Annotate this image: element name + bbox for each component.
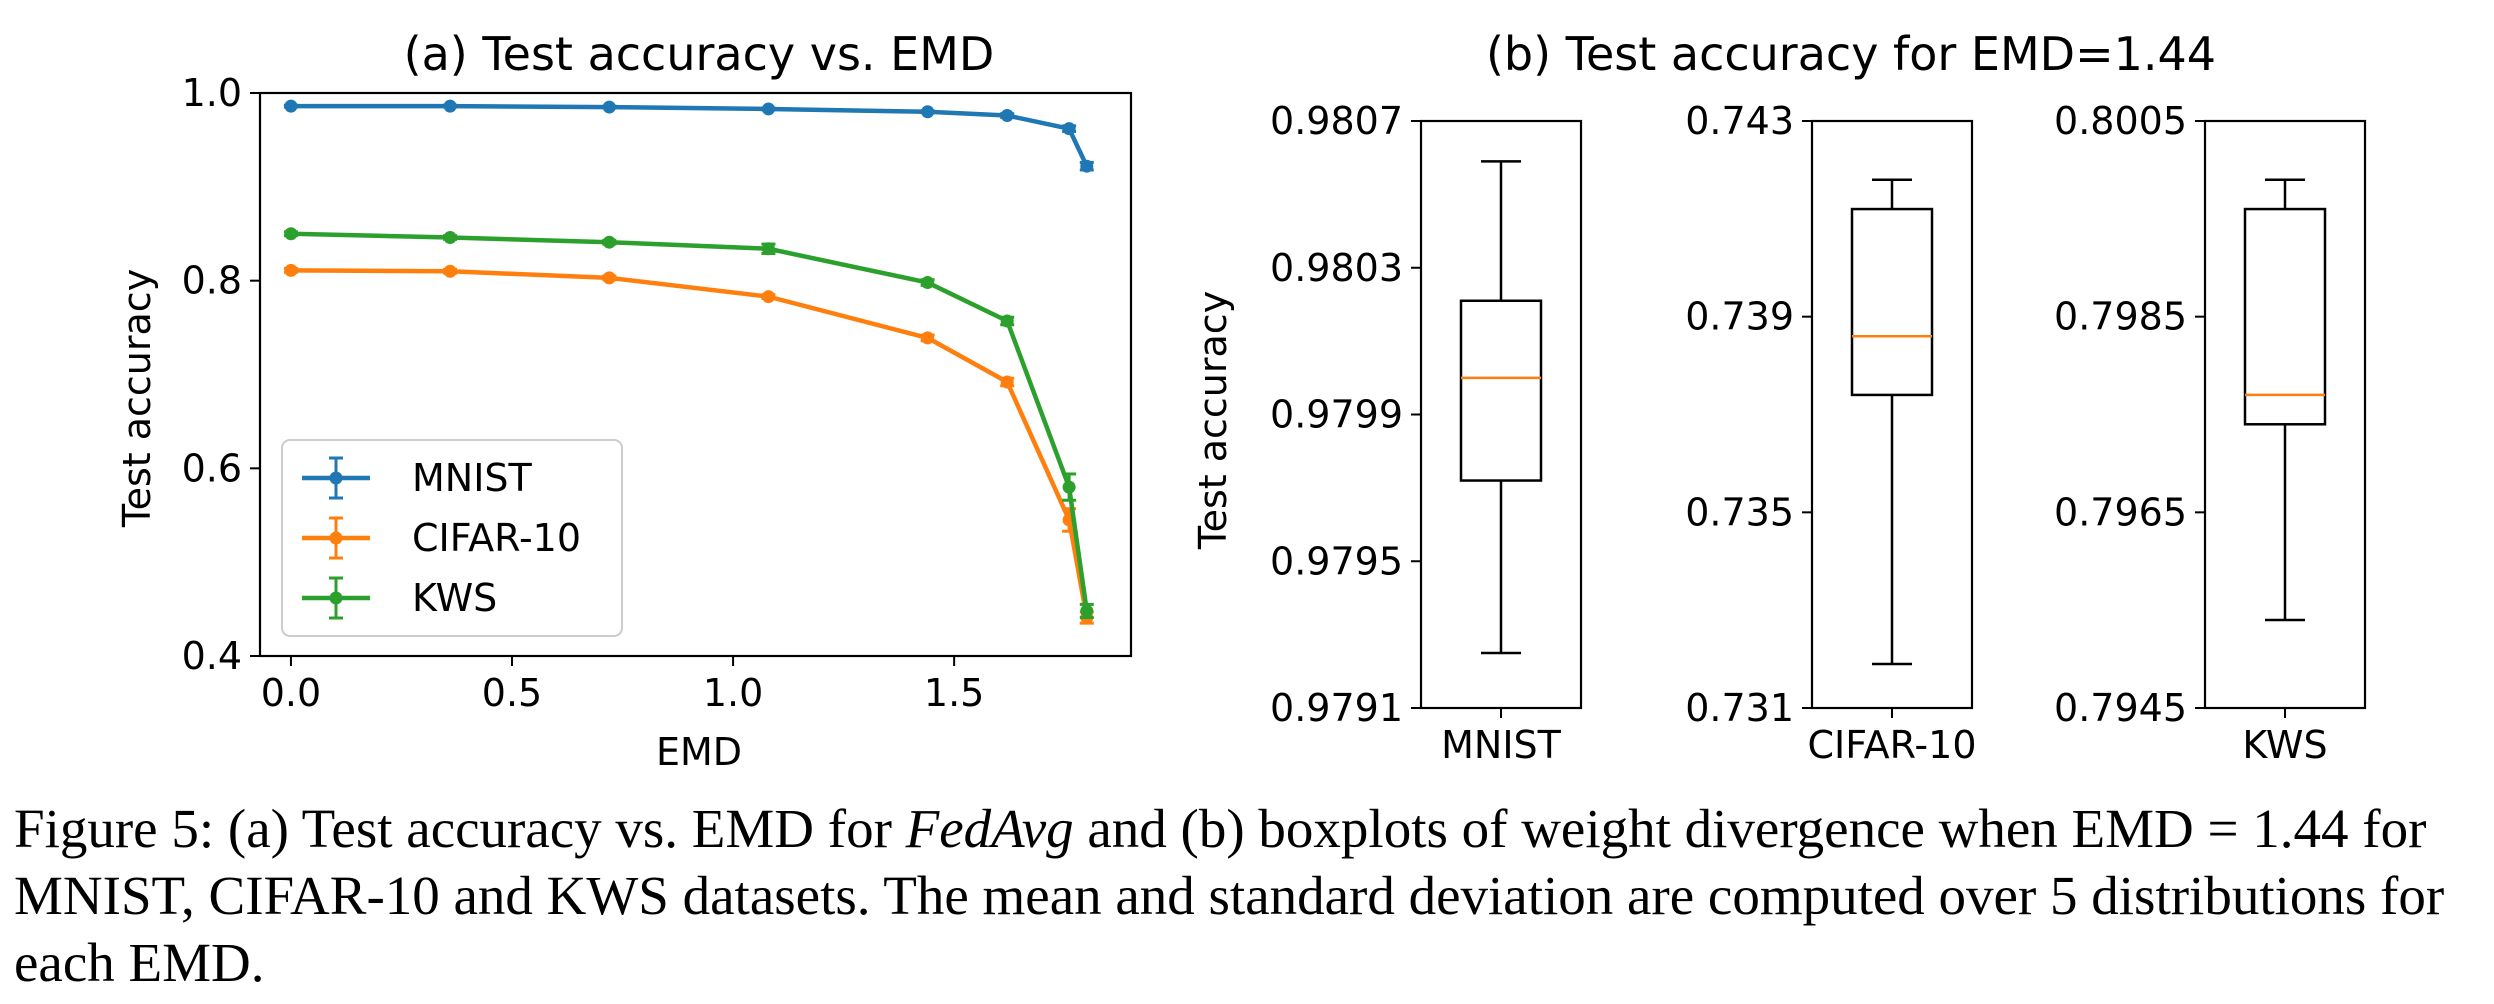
boxplot-box [1850,207,1934,397]
boxplot-category-label: CIFAR-10 [1807,723,1976,767]
chart-a-point [602,100,616,114]
boxplot-y-tick-label: 0.9799 [1270,393,1403,437]
chart-a-point [1000,109,1014,123]
chart-a-point [284,99,298,113]
chart-a-x-tick-label: 1.0 [703,671,763,715]
chart-b-boxplots: 0.9791 0.9795 0.9799 0.9803 0.9807 MNIST 0.731… [1270,99,2367,767]
boxplot-y-tick-label: 0.7985 [2054,295,2187,339]
chart-b-y-axis-label: Test accuracy [1191,291,1235,550]
chart-a-point [1080,159,1094,173]
chart-a-title: (a) Test accuracy vs. EMD [404,27,995,81]
chart-a-point [1000,375,1014,389]
chart-a-legend-marker [329,471,343,485]
chart-a-point [284,263,298,277]
boxplot-y-tick-label: 0.743 [1685,99,1794,143]
boxplot-y-tick-label: 0.9803 [1270,246,1403,290]
chart-a-point [1062,480,1076,494]
chart-a-y-tick-label: 0.4 [182,634,242,678]
chart-a-point [761,290,775,304]
chart-a-x-tick-label: 1.5 [924,671,984,715]
boxplot-category-label: MNIST [1441,723,1562,767]
boxplot-box [2243,207,2327,426]
chart-a-point [1080,604,1094,618]
chart-a-y-tick-label: 0.8 [182,259,242,303]
boxplot-y-tick-label: 0.739 [1685,295,1794,339]
chart-a-line-cifar-10 [290,268,1090,618]
boxplot-y-tick-label: 0.7965 [2054,490,2187,534]
chart-a-point [1000,314,1014,328]
boxplot-category-label: KWS [2242,723,2327,767]
chart-a-plot: 0.0 0.5 1.0 1.5 0.4 0.6 0.8 1.0 MNIST CIFAR-10 KWS [182,71,1133,715]
caption-text-1: Figure 5: (a) Test accuracy vs. EMD for [14,798,906,859]
figure-caption: Figure 5: (a) Test accuracy vs. EMD for … [14,795,2484,996]
chart-a-y-tick-label: 0.6 [182,446,242,490]
chart-a-x-axis-label: EMD [656,730,742,774]
chart-a-line-mnist [290,103,1089,168]
chart-a-point [1062,122,1076,136]
chart-a-line-kws [290,231,1090,612]
chart-a-x-tick-label: 0.0 [261,671,321,715]
chart-a-frame [258,91,1133,658]
boxplot-y-tick-label: 0.9807 [1270,99,1403,143]
chart-a-legend-label: CIFAR-10 [412,516,581,560]
chart-a-point [602,235,616,249]
boxplot-y-tick-label: 0.8005 [2054,99,2187,143]
boxplot-y-tick-label: 0.7945 [2054,686,2187,730]
boxplot-box [1459,299,1543,482]
chart-a-x-tick-label: 0.5 [482,671,542,715]
chart-a-point [602,271,616,285]
chart-a-y-tick-label: 1.0 [182,71,242,115]
chart-a-point [921,331,935,345]
chart-a-point [921,276,935,290]
chart-a-legend-label: MNIST [412,456,533,500]
chart-a-legend [281,439,623,637]
chart-a-legend-marker [329,591,343,605]
caption-method: FedAvg [905,798,1074,859]
chart-a-point [284,227,298,241]
chart-a-legend-label: KWS [412,576,497,620]
boxplot-y-tick-label: 0.735 [1685,490,1794,534]
chart-a-point [443,264,457,278]
boxplot-y-tick-label: 0.731 [1685,686,1794,730]
chart-a-point [761,102,775,116]
chart-a-point [443,99,457,113]
chart-b-title: (b) Test accuracy for EMD=1.44 [1486,27,2216,81]
chart-a-y-axis-label: Test accuracy [115,269,159,528]
chart-a-point [761,242,775,256]
chart-a-point [443,231,457,245]
chart-a-point [921,105,935,119]
figure: (a) Test accuracy vs. EMD EMD Test accur… [115,27,2367,774]
boxplot-y-tick-label: 0.9795 [1270,539,1403,583]
caption-text-2: and (b) boxplots of weight divergence wh… [14,798,2445,993]
boxplot-y-tick-label: 0.9791 [1270,686,1403,730]
chart-a-legend-marker [329,531,343,545]
